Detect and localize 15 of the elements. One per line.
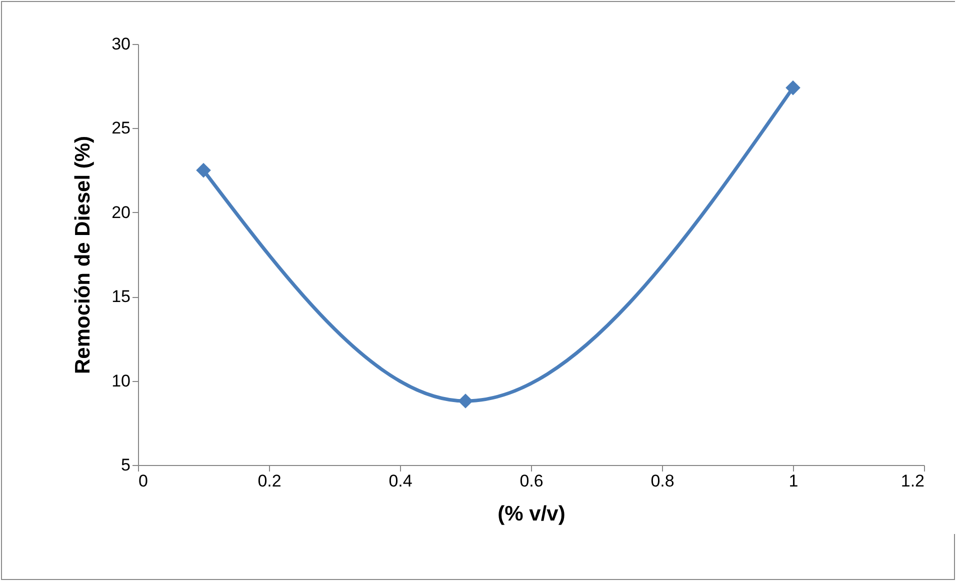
x-tick-label: 1 xyxy=(788,472,798,490)
x-tick-label: 0.4 xyxy=(388,472,412,490)
y-tick-label: 20 xyxy=(112,202,130,222)
y-tick-label: 5 xyxy=(121,456,130,474)
x-tick-label: 1.2 xyxy=(900,472,924,490)
x-tick-label: 0.6 xyxy=(520,472,544,490)
y-tick-label: 15 xyxy=(112,287,130,306)
y-tick-label: 25 xyxy=(112,118,130,138)
x-tick-label: 0.2 xyxy=(258,472,282,490)
x-tick-label: 0 xyxy=(138,472,148,490)
x-tick-label: 0.8 xyxy=(650,472,674,490)
y-tick-label: 30 xyxy=(112,34,130,54)
y-axis-title: Remoción de Diesel (%) xyxy=(72,136,95,374)
y-tick-label: 10 xyxy=(112,371,130,390)
x-axis-title: (% v/v) xyxy=(498,502,566,526)
